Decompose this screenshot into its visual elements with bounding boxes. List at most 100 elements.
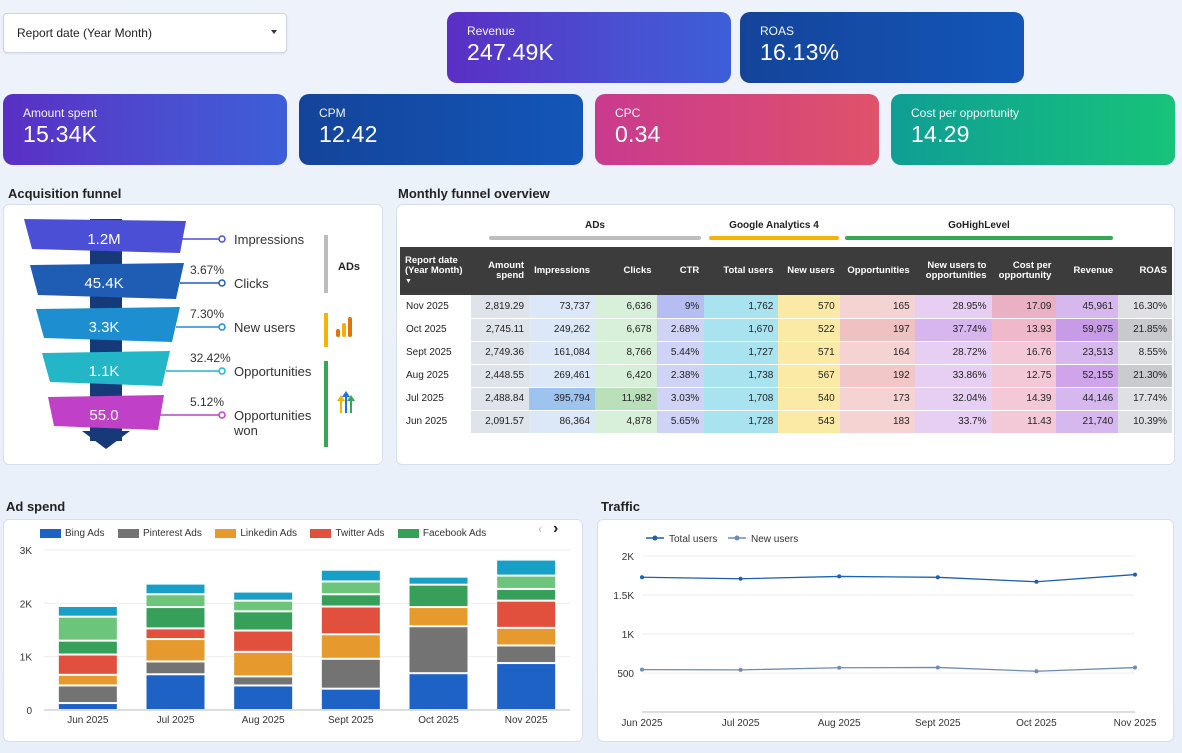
col-header-total-users[interactable]: Total users: [704, 247, 779, 295]
traffic-chart: 500 1K 1.5K 2K Jun 2025 Jul 2025 Aug 2025 Sept …: [613, 534, 1156, 729]
data-point[interactable]: [1133, 572, 1137, 577]
table-cell: 2,488.84: [471, 387, 530, 411]
kpi-value: 15.34K: [23, 121, 98, 147]
bar-segment[interactable]: [58, 655, 117, 674]
col-header-report-date[interactable]: Report date (Year Month) ▼: [400, 247, 472, 295]
monthly-overview-table: Report date (Year Month) ▼ Amount spend …: [400, 247, 1172, 434]
bar-segment[interactable]: [58, 686, 117, 703]
bar-segment[interactable]: [321, 582, 380, 594]
legend-total-users[interactable]: Total users: [646, 534, 717, 545]
bar-segment[interactable]: [146, 608, 205, 628]
bar-segment[interactable]: [409, 608, 468, 626]
x-tick-label: Nov 2025: [505, 715, 548, 726]
bar-segment[interactable]: [146, 675, 205, 709]
bar-segment[interactable]: [497, 601, 556, 627]
bar-segment[interactable]: [58, 607, 117, 616]
bar-segment[interactable]: [321, 689, 380, 709]
funnel-band-opportunities: [42, 351, 170, 386]
bar-segment[interactable]: [146, 662, 205, 674]
bar-segment[interactable]: [409, 585, 468, 607]
bar-segment[interactable]: [234, 601, 293, 611]
bar-segment[interactable]: [146, 584, 205, 594]
legend-prev-icon[interactable]: ‹: [538, 522, 542, 536]
bar-segment[interactable]: [321, 635, 380, 658]
bar-segment[interactable]: [409, 627, 468, 673]
col-header-clicks[interactable]: Clicks: [595, 247, 657, 295]
bar-segment[interactable]: [234, 592, 293, 600]
table-cell: 16.76: [991, 341, 1057, 365]
bar-segment[interactable]: [234, 677, 293, 685]
data-point[interactable]: [738, 576, 743, 581]
col-header-ctr[interactable]: CTR: [656, 247, 705, 295]
svg-text:New users: New users: [751, 534, 798, 545]
legend-bing-ads[interactable]: Bing Ads: [40, 528, 104, 539]
report-date-dropdown[interactable]: Report date (Year Month): [3, 13, 287, 53]
funnel-label-new-users: New users: [234, 320, 296, 335]
data-point[interactable]: [1133, 665, 1137, 670]
bar-segment[interactable]: [497, 589, 556, 600]
legend-new-users[interactable]: New users: [728, 534, 798, 545]
legend-facebook-ads[interactable]: Facebook Ads: [397, 528, 486, 539]
table-row: Aug 2025 2,448.55 269,461 6,420 2.38% 1,738 56…: [400, 364, 1172, 388]
table-cell: 2,819.29: [471, 295, 530, 319]
col-header-impressions[interactable]: Impressions: [529, 247, 596, 295]
table-cell: 2,749.36: [471, 341, 530, 365]
bar-segment[interactable]: [58, 675, 117, 685]
funnel-band-impressions: [24, 219, 186, 253]
bar-segment[interactable]: [497, 664, 556, 709]
bar-segment[interactable]: [497, 628, 556, 645]
bar-segment[interactable]: [146, 595, 205, 607]
bar-segment[interactable]: [321, 659, 380, 688]
col-header-cost-per-opportunity[interactable]: Cost per opportunity: [991, 247, 1057, 295]
data-point[interactable]: [738, 667, 743, 672]
bar-segment[interactable]: [58, 704, 117, 709]
legend-next-icon[interactable]: ›: [553, 520, 559, 537]
bar-segment[interactable]: [146, 629, 205, 639]
table-cell: 45,961: [1056, 295, 1119, 319]
col-header-amount-spend[interactable]: Amount spend: [471, 247, 530, 295]
bar-segment[interactable]: [321, 570, 380, 581]
series-line[interactable]: [641, 666, 1136, 672]
data-point[interactable]: [640, 575, 644, 580]
data-point[interactable]: [837, 574, 842, 579]
bar-segment[interactable]: [234, 686, 293, 709]
legend-pinterest-ads[interactable]: Pinterest Ads: [117, 528, 202, 539]
bar-segment[interactable]: [497, 646, 556, 663]
funnel-pct-new-users: 7.30%: [190, 307, 225, 321]
col-header-revenue[interactable]: Revenue: [1056, 247, 1119, 295]
data-point[interactable]: [935, 575, 940, 580]
bar-segment[interactable]: [409, 674, 468, 709]
bar-segment[interactable]: [234, 631, 293, 651]
bar-segment[interactable]: [497, 576, 556, 588]
x-tick-label: Aug 2025: [818, 718, 861, 729]
monthly-overview-panel: ADs Google Analytics 4 GoHighLevel Repor…: [396, 204, 1175, 465]
bar-segment[interactable]: [321, 607, 380, 634]
legend-twitter-ads[interactable]: Twitter Ads: [310, 528, 384, 539]
table-cell: 269,461: [529, 364, 596, 388]
connector-dot: [218, 323, 226, 331]
table-cell: 11,982: [595, 387, 657, 411]
col-header-opportunities[interactable]: Opportunities: [839, 247, 915, 295]
bar-segment[interactable]: [234, 612, 293, 630]
data-point[interactable]: [640, 667, 644, 672]
col-header-roas[interactable]: ROAS: [1118, 247, 1172, 295]
table-cell: 567: [778, 364, 840, 388]
bar-segment[interactable]: [321, 595, 380, 606]
data-point[interactable]: [935, 665, 940, 670]
data-point[interactable]: [837, 665, 842, 670]
data-point[interactable]: [1034, 669, 1039, 674]
table-cell: 173: [839, 387, 915, 411]
col-header-new-users-to-opps[interactable]: New users to opportunities: [914, 247, 992, 295]
bar-segment[interactable]: [58, 641, 117, 654]
data-point[interactable]: [1034, 579, 1039, 584]
bar-segment[interactable]: [234, 652, 293, 676]
bar-segment[interactable]: [497, 560, 556, 575]
col-header-new-users[interactable]: New users: [778, 247, 840, 295]
bar-segment[interactable]: [409, 577, 468, 584]
series-line[interactable]: [641, 573, 1136, 583]
bar-segment[interactable]: [146, 640, 205, 661]
table-cell: 33.86%: [914, 364, 992, 388]
bar-segment[interactable]: [58, 617, 117, 640]
funnel-value-new-users: 3.3K: [88, 319, 120, 336]
legend-linkedin-ads[interactable]: Linkedin Ads: [215, 528, 297, 539]
